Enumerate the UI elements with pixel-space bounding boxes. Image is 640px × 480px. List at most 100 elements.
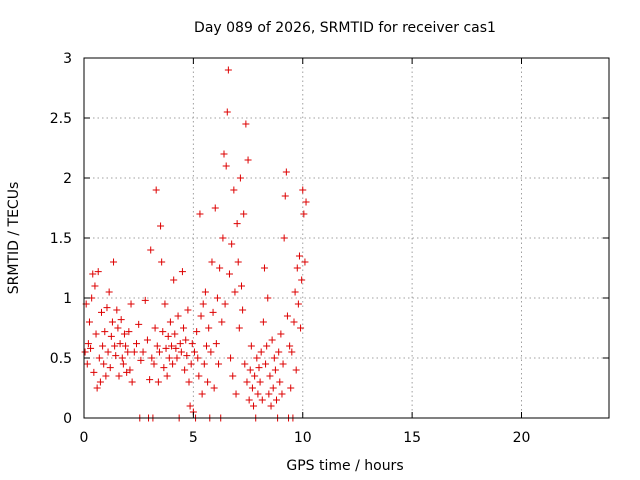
data-point xyxy=(271,366,279,374)
data-point xyxy=(100,360,108,368)
data-point xyxy=(201,288,209,296)
data-point xyxy=(231,288,239,296)
data-point xyxy=(105,288,113,296)
data-point xyxy=(240,210,248,218)
y-axis-label: SRMTID / TECUs xyxy=(6,182,22,295)
data-point xyxy=(171,330,179,338)
data-point xyxy=(148,354,156,362)
data-point xyxy=(228,240,236,248)
data-point xyxy=(91,282,99,290)
y-tick-label: 0.5 xyxy=(50,351,72,367)
data-point xyxy=(293,264,301,272)
data-point xyxy=(241,360,249,368)
data-point xyxy=(122,342,130,350)
data-point xyxy=(101,328,109,336)
data-point xyxy=(118,354,126,362)
data-point xyxy=(227,354,235,362)
data-point xyxy=(218,318,226,326)
data-point xyxy=(251,372,259,380)
data-point xyxy=(300,210,308,218)
data-point xyxy=(176,340,184,348)
data-point xyxy=(290,318,298,326)
data-point xyxy=(244,156,252,164)
x-tick-label: 0 xyxy=(80,430,89,446)
data-point xyxy=(90,368,98,376)
data-point xyxy=(166,318,174,326)
data-point xyxy=(161,300,169,308)
data-point xyxy=(96,378,104,386)
data-point xyxy=(89,270,97,278)
data-point xyxy=(195,372,203,380)
data-point xyxy=(81,348,89,356)
data-point xyxy=(127,300,135,308)
data-point xyxy=(221,300,229,308)
data-point xyxy=(230,186,238,194)
data-point xyxy=(147,246,155,254)
data-point xyxy=(128,378,136,386)
data-point xyxy=(267,402,275,410)
data-point xyxy=(163,372,171,380)
data-point xyxy=(205,324,213,332)
data-point xyxy=(178,268,186,276)
data-point xyxy=(94,268,102,276)
data-point xyxy=(245,396,253,404)
data-point xyxy=(275,348,283,356)
data-point xyxy=(158,258,166,266)
y-tick-label: 1 xyxy=(63,291,72,307)
data-point xyxy=(152,186,160,194)
data-point xyxy=(270,354,278,362)
data-point xyxy=(299,186,307,194)
data-point xyxy=(95,354,103,362)
data-point xyxy=(168,342,175,350)
data-point xyxy=(256,378,264,386)
data-point xyxy=(286,342,294,350)
data-point xyxy=(253,354,261,362)
data-point xyxy=(185,378,193,386)
data-point xyxy=(184,306,192,314)
data-point xyxy=(186,402,194,410)
data-point xyxy=(116,340,124,348)
data-point xyxy=(281,192,289,200)
data-point xyxy=(124,348,132,356)
data-point xyxy=(107,332,115,340)
x-tick-label: 10 xyxy=(294,430,312,446)
data-point xyxy=(135,320,143,328)
data-point xyxy=(85,318,93,326)
data-point xyxy=(254,390,262,398)
data-point xyxy=(187,360,195,368)
data-point xyxy=(103,304,111,312)
data-point xyxy=(203,342,210,350)
data-point xyxy=(197,312,205,320)
data-point xyxy=(283,312,291,320)
data-point xyxy=(262,360,270,368)
data-point xyxy=(93,384,101,392)
data-point xyxy=(292,366,300,374)
data-point xyxy=(190,348,198,356)
data-point xyxy=(111,342,119,350)
data-point xyxy=(169,360,177,368)
data-point xyxy=(259,318,267,326)
data-point xyxy=(223,108,231,116)
data-point xyxy=(108,318,116,326)
data-point xyxy=(247,342,255,350)
data-point xyxy=(198,390,206,398)
data-point xyxy=(211,204,219,212)
data-points xyxy=(81,66,310,422)
data-point xyxy=(157,222,165,230)
y-tick-label: 3 xyxy=(63,51,72,67)
data-point xyxy=(177,348,185,356)
data-point xyxy=(160,364,168,372)
y-tick-label: 2.5 xyxy=(50,111,72,127)
data-point xyxy=(146,376,154,384)
data-point xyxy=(297,324,305,332)
data-point xyxy=(258,396,266,404)
data-point xyxy=(298,276,306,284)
data-point xyxy=(143,336,151,344)
data-point xyxy=(207,348,215,356)
data-point xyxy=(188,340,196,348)
data-point xyxy=(162,344,170,352)
data-point xyxy=(119,360,127,368)
data-point xyxy=(193,328,201,336)
data-point xyxy=(222,162,230,170)
